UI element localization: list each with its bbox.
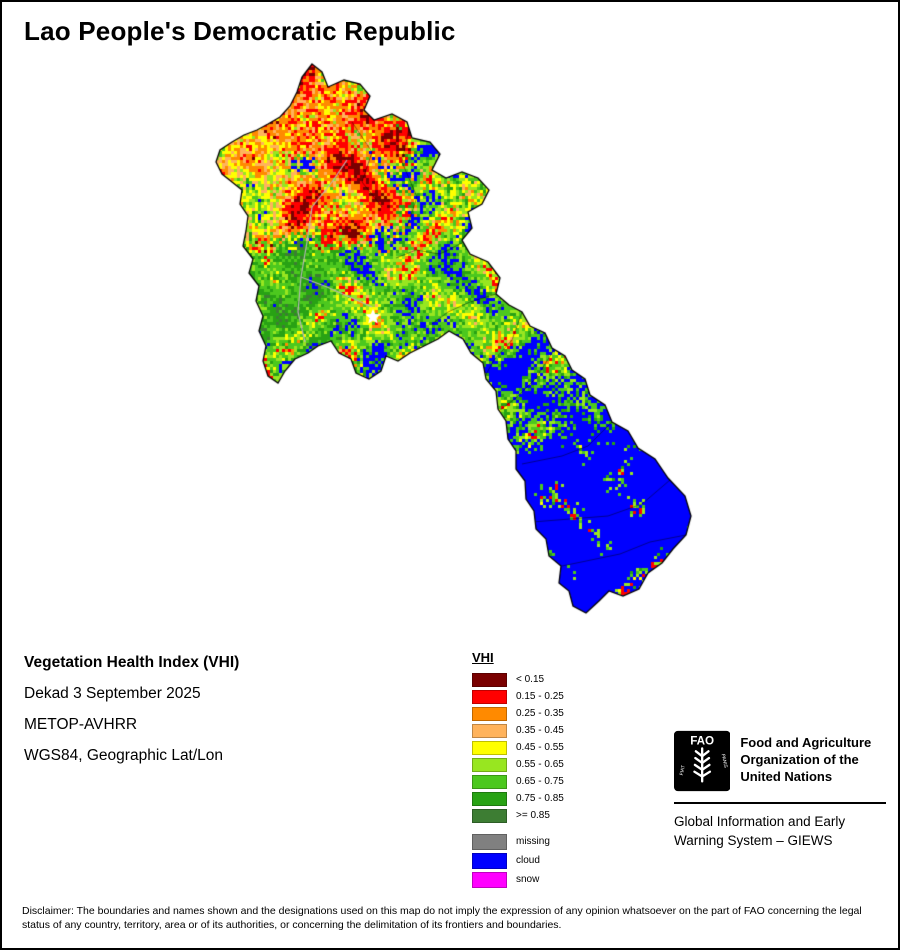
legend-row: 0.35 - 0.45 [472,722,564,739]
legend-label: 0.65 - 0.75 [516,776,564,787]
legend-row: missing [472,832,564,851]
legend-swatch [472,672,507,687]
disclaimer: Disclaimer: The boundaries and names sho… [22,905,862,931]
legend-label: snow [516,874,540,885]
legend-row: cloud [472,851,564,870]
fao-motto-left: FIAT [679,765,687,776]
legend-label: 0.55 - 0.65 [516,759,564,770]
fao-motto-right: PANIS [720,753,729,769]
legend-swatch [472,757,507,772]
legend-extra: missing cloud snow [472,832,564,889]
legend-row: < 0.15 [472,671,564,688]
laos-vhi-map [192,52,712,632]
fao-divider [674,802,886,804]
legend-label: cloud [516,855,540,866]
legend-swatch [472,689,507,704]
legend-label: >= 0.85 [516,810,550,821]
wheat-icon [693,747,712,783]
legend-row: snow [472,870,564,889]
legend-label: < 0.15 [516,674,545,685]
legend-label: 0.25 - 0.35 [516,708,564,719]
info-sensor: METOP-AVHRR [24,716,138,733]
fao-logo-text: FAO [690,734,714,747]
legend-swatch [472,706,507,721]
legend-label: 0.15 - 0.25 [516,691,564,702]
legend-row: 0.25 - 0.35 [472,705,564,722]
vhi-legend: VHI < 0.15 0.15 - 0.25 0.25 - 0.35 0.35 - 0… [472,650,564,889]
legend-row: 0.65 - 0.75 [472,773,564,790]
info-heading: Vegetation Health Index (VHI) [24,654,240,671]
page-title: Lao People's Democratic Republic [24,16,456,46]
legend-swatch [472,852,507,869]
legend-label: 0.45 - 0.55 [516,742,564,753]
fao-logo: FAO FIAT PANIS [674,730,731,792]
legend-label: 0.35 - 0.45 [516,725,564,736]
legend-swatch [472,774,507,789]
legend-row: 0.55 - 0.65 [472,756,564,773]
legend-row: 0.45 - 0.55 [472,739,564,756]
legend-swatch [472,723,507,738]
legend-classes: < 0.15 0.15 - 0.25 0.25 - 0.35 0.35 - 0.45 0… [472,671,564,824]
legend-swatch [472,740,507,755]
legend-swatch [472,871,507,888]
legend-swatch [472,791,507,806]
legend-label: 0.75 - 0.85 [516,793,564,804]
fao-header: FAO FIAT PANIS Food and Agriculture Orga… [674,730,886,792]
fao-block: FAO FIAT PANIS Food and Agriculture Orga… [674,730,886,850]
legend-row: 0.75 - 0.85 [472,790,564,807]
info-block: Vegetation Health Index (VHI) Dekad 3 Se… [24,647,239,771]
legend-swatch [472,808,507,823]
legend-label: missing [516,836,550,847]
legend-title: VHI [472,650,494,665]
info-dekad: Dekad 3 September 2025 [24,685,201,702]
giews-label: Global Information and Early Warning Sys… [674,814,846,848]
legend-swatch [472,833,507,850]
legend-row: >= 0.85 [472,807,564,824]
legend-row: 0.15 - 0.25 [472,688,564,705]
info-projection: WGS84, Geographic Lat/Lon [24,747,224,764]
fao-org-name: Food and Agriculture Organization of the… [740,735,872,784]
